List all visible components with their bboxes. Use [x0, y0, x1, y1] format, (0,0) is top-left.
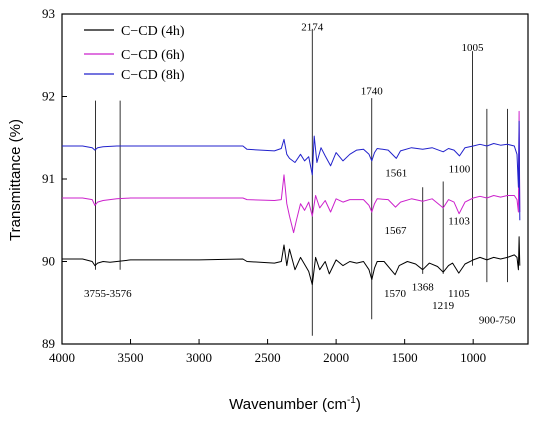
x-tick-label: 2500 — [255, 350, 281, 365]
peak-label: 1561 — [385, 167, 407, 179]
peak-label: 1100 — [449, 163, 471, 175]
plot-area — [61, 13, 529, 345]
x-axis-ticks: 4000 3500 3000 2500 2000 1500 1000 — [49, 339, 486, 365]
peak-label: 2174 — [301, 21, 324, 33]
series-layer — [62, 110, 521, 286]
y-axis-ticks: 89 90 91 92 93 — [42, 6, 67, 351]
peak-label: 1103 — [448, 215, 470, 227]
x-tick-label: 4000 — [49, 350, 75, 365]
y-tick-label: 92 — [42, 89, 55, 104]
peak-label: 3755-3576 — [84, 288, 132, 300]
x-tick-label: 2000 — [323, 350, 349, 365]
legend-label-6h: C−CD (6h) — [121, 48, 185, 63]
peak-label: 1740 — [361, 86, 384, 98]
x-axis-title: Wavenumber (cm-1) — [229, 395, 361, 413]
peak-label: 900-750 — [479, 314, 516, 326]
legend-label-4h: C−CD (4h) — [121, 24, 185, 39]
series-line-2 — [62, 120, 521, 221]
x-tick-label: 1000 — [460, 350, 486, 365]
y-tick-label: 90 — [42, 254, 55, 269]
peak-label: 1368 — [412, 281, 435, 293]
y-tick-label: 91 — [42, 171, 55, 186]
y-axis-title: Transmittance (%) — [7, 119, 24, 241]
series-line-1 — [62, 110, 521, 234]
legend: C−CD (4h) C−CD (6h) C−CD (8h) — [84, 24, 185, 83]
peak-label: 1005 — [461, 42, 484, 54]
series-line-0 — [62, 236, 521, 286]
y-tick-label: 93 — [42, 6, 55, 21]
peak-label: 1570 — [384, 288, 407, 300]
annotation-labels: 3755-35762174174015701567156113681219110… — [84, 21, 516, 326]
peak-label: 1219 — [432, 300, 455, 312]
peak-label: 1567 — [384, 225, 407, 237]
x-tick-label: 3500 — [118, 350, 144, 365]
x-tick-label: 1500 — [392, 350, 418, 365]
peak-label: 1105 — [448, 288, 470, 300]
y-tick-label: 89 — [42, 336, 55, 351]
x-tick-label: 3000 — [186, 350, 212, 365]
legend-label-8h: C−CD (8h) — [121, 68, 185, 83]
